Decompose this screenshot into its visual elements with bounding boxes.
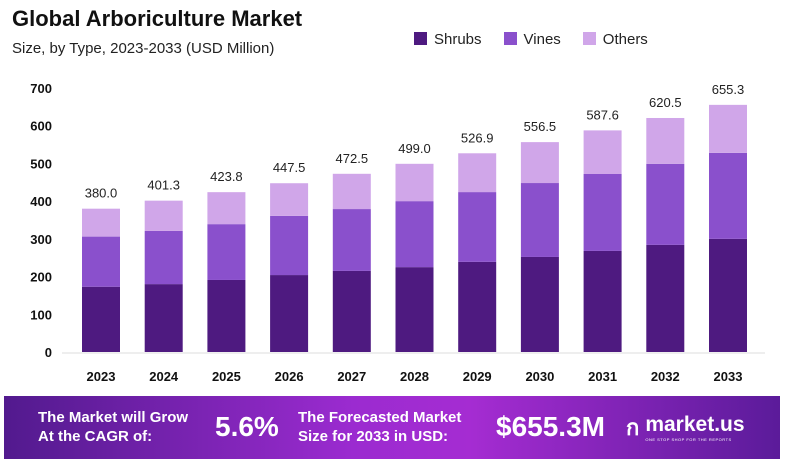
legend-swatch	[582, 32, 596, 45]
data-label: 380.0	[85, 186, 118, 201]
data-label: 587.6	[586, 107, 619, 122]
bar-segment-shrubs	[332, 270, 371, 352]
x-tick-label: 2024	[149, 369, 179, 384]
data-label: 556.5	[524, 119, 557, 134]
data-label: 499.0	[398, 141, 431, 156]
cagr-label-line: The Market will Grow	[38, 409, 189, 426]
logo-icon: ก	[626, 415, 640, 440]
x-tick-label: 2029	[463, 369, 492, 384]
x-tick-label: 2028	[400, 369, 429, 384]
cagr-label-line: At the CAGR of:	[38, 428, 153, 445]
forecast-label-line: Size for 2033 in USD:	[298, 428, 449, 445]
bar-segment-vines	[709, 152, 747, 239]
bar-segment-others	[458, 153, 497, 193]
bar-segment-others	[270, 183, 309, 216]
x-tick-label: 2030	[525, 369, 554, 384]
x-tick-label: 2033	[714, 369, 743, 384]
bar-segment-shrubs	[520, 256, 559, 352]
bar-segment-others	[583, 130, 622, 174]
y-tick-label: 0	[45, 345, 52, 360]
brand-name: market.us	[645, 413, 745, 436]
bar-segment-vines	[583, 173, 622, 251]
legend-label: Others	[602, 31, 648, 48]
cagr-label: The Market will Grow At the CAGR of:	[38, 408, 188, 446]
chart-subtitle: Size, by Type, 2023-2033 (USD Million)	[12, 40, 275, 57]
data-label: 401.3	[147, 178, 180, 193]
bar-segment-others	[144, 200, 183, 231]
bar-segment-others	[82, 208, 120, 237]
legend-swatch	[414, 32, 427, 45]
bar-segment-vines	[144, 230, 183, 285]
y-tick-label: 100	[30, 307, 52, 322]
bar-segment-shrubs	[270, 275, 309, 352]
forecast-label: The Forecasted Market Size for 2033 in US…	[298, 408, 461, 446]
y-tick-label: 400	[30, 194, 52, 209]
data-label: 526.9	[461, 130, 494, 145]
data-label: 423.8	[210, 169, 243, 184]
x-tick-label: 2027	[337, 369, 366, 384]
bar-segment-shrubs	[583, 250, 622, 352]
bar-segment-shrubs	[207, 279, 246, 352]
legend-label: Vines	[523, 31, 561, 48]
bar-segment-others	[709, 104, 747, 153]
bar-segment-shrubs	[144, 284, 183, 352]
legend-swatch	[503, 32, 517, 45]
bar-segment-vines	[520, 183, 559, 257]
bar-segment-shrubs	[82, 286, 120, 352]
x-tick-label: 2026	[275, 369, 304, 384]
x-tick-label: 2031	[588, 369, 617, 384]
cagr-value: 5.6%	[215, 411, 279, 442]
bar-segment-vines	[207, 224, 246, 280]
bar-segment-others	[395, 163, 434, 202]
bar-segment-vines	[82, 236, 120, 287]
legend-item-shrubs: Shrubs	[414, 31, 482, 48]
bar-segment-vines	[458, 192, 497, 262]
legend-item-others: Others	[582, 31, 648, 48]
x-tick-label: 2032	[651, 369, 680, 384]
bar-segment-shrubs	[395, 267, 434, 352]
bar-segment-vines	[270, 215, 309, 276]
data-label: 472.5	[336, 151, 369, 166]
data-label: 620.5	[649, 95, 682, 110]
bar-segment-vines	[646, 163, 685, 245]
bar-segment-others	[207, 192, 246, 225]
x-tick-label: 2023	[87, 369, 116, 384]
bar-segment-others	[646, 117, 685, 164]
summary-banner: The Market will Grow At the CAGR of: 5.6%…	[4, 396, 780, 459]
brand-tagline: ONE STOP SHOP FOR THE REPORTS	[645, 437, 732, 442]
y-tick-label: 200	[30, 270, 52, 285]
legend-label: Shrubs	[434, 31, 482, 48]
forecast-label-line: The Forecasted Market	[298, 409, 462, 426]
legend: Shrubs Vines Others	[414, 31, 648, 48]
forecast-value: $655.3M	[496, 411, 605, 442]
bar-segment-shrubs	[709, 238, 747, 352]
bar-segment-others	[520, 142, 559, 184]
y-tick-label: 600	[30, 119, 52, 134]
chart-title: Global Arboriculture Market	[12, 6, 303, 31]
bar-segment-shrubs	[458, 261, 497, 352]
plot-area: 0 100 200 300 400 500 600 700 380.0 2023 401.3 2024…	[30, 81, 765, 384]
legend-item-vines: Vines	[503, 31, 561, 48]
x-tick-label: 2025	[212, 369, 241, 384]
bar-segment-shrubs	[646, 244, 685, 352]
brand-logo: ก market.us ONE STOP SHOP FOR THE REPORTS	[626, 410, 745, 445]
data-label: 447.5	[273, 160, 306, 175]
y-tick-label: 500	[30, 156, 52, 171]
bar-segment-vines	[332, 209, 371, 271]
bar-segment-others	[332, 173, 371, 210]
data-label: 655.3	[712, 82, 745, 97]
bar-segment-vines	[395, 201, 434, 268]
y-tick-label: 300	[30, 232, 52, 247]
y-tick-label: 700	[30, 81, 52, 96]
